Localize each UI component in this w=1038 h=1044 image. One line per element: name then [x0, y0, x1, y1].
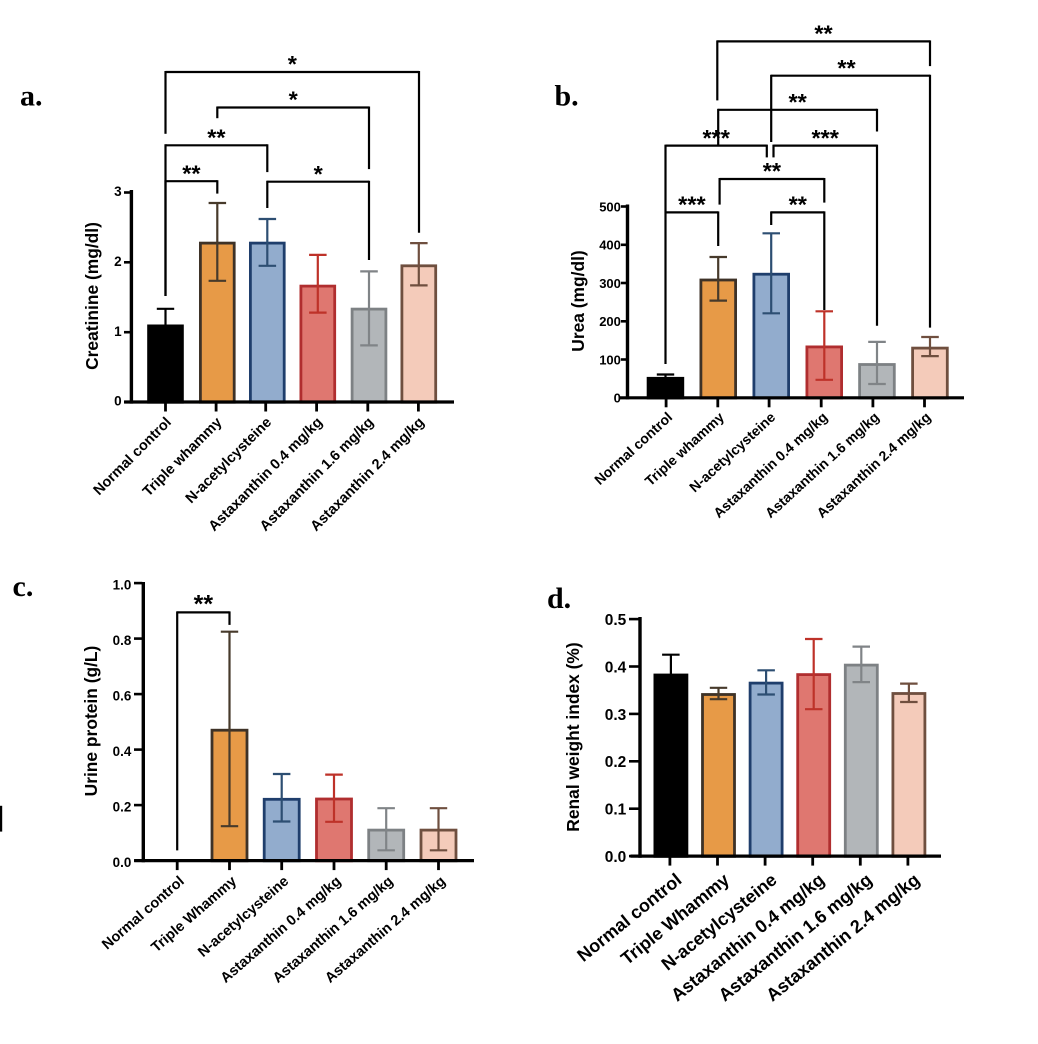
- svg-text:Urine protein (g/L): Urine protein (g/L): [81, 646, 101, 797]
- svg-text:1: 1: [114, 324, 122, 339]
- svg-text:200: 200: [599, 314, 621, 329]
- svg-text:**: **: [194, 591, 214, 619]
- svg-text:0.1: 0.1: [605, 802, 627, 819]
- svg-text:100: 100: [599, 353, 621, 368]
- svg-text:b.: b.: [555, 80, 579, 113]
- svg-text:c.: c.: [13, 570, 34, 603]
- svg-text:**: **: [182, 160, 201, 186]
- svg-text:*: *: [314, 161, 324, 187]
- svg-text:300: 300: [599, 276, 621, 291]
- svg-text:1.0: 1.0: [113, 577, 132, 592]
- svg-text:0.5: 0.5: [605, 612, 627, 629]
- svg-text:**: **: [789, 192, 808, 218]
- svg-text:0: 0: [114, 394, 122, 409]
- svg-text:**: **: [207, 125, 226, 151]
- svg-text:a.: a.: [20, 80, 43, 113]
- svg-text:Renal weight index (%): Renal weight index (%): [563, 642, 583, 831]
- svg-text:0.4: 0.4: [605, 659, 627, 676]
- svg-text:***: ***: [811, 125, 839, 151]
- svg-text:0.2: 0.2: [113, 799, 132, 814]
- svg-text:d.: d.: [547, 582, 571, 615]
- svg-text:***: ***: [702, 125, 730, 151]
- svg-text:**: **: [763, 158, 782, 184]
- svg-text:0.8: 0.8: [113, 633, 132, 648]
- svg-text:0.2: 0.2: [605, 754, 627, 771]
- svg-text:Creatinine (mg/dl): Creatinine (mg/dl): [82, 222, 102, 370]
- svg-text:0.4: 0.4: [113, 744, 132, 759]
- svg-text:**: **: [814, 21, 833, 47]
- svg-text:0.0: 0.0: [605, 849, 627, 866]
- svg-text:500: 500: [599, 200, 621, 215]
- svg-text:0.0: 0.0: [113, 855, 132, 870]
- svg-text:2: 2: [114, 254, 122, 269]
- svg-text:400: 400: [599, 238, 621, 253]
- svg-text:*: *: [288, 51, 298, 77]
- svg-text:0.6: 0.6: [113, 688, 132, 703]
- svg-text:*: *: [289, 87, 299, 113]
- svg-text:***: ***: [678, 192, 706, 218]
- svg-text:0.3: 0.3: [605, 707, 627, 724]
- svg-text:0: 0: [614, 391, 621, 406]
- svg-text:**: **: [788, 89, 807, 115]
- svg-text:**: **: [837, 55, 856, 81]
- svg-text:3: 3: [114, 184, 122, 199]
- svg-text:Urea (mg/dl): Urea (mg/dl): [568, 250, 588, 351]
